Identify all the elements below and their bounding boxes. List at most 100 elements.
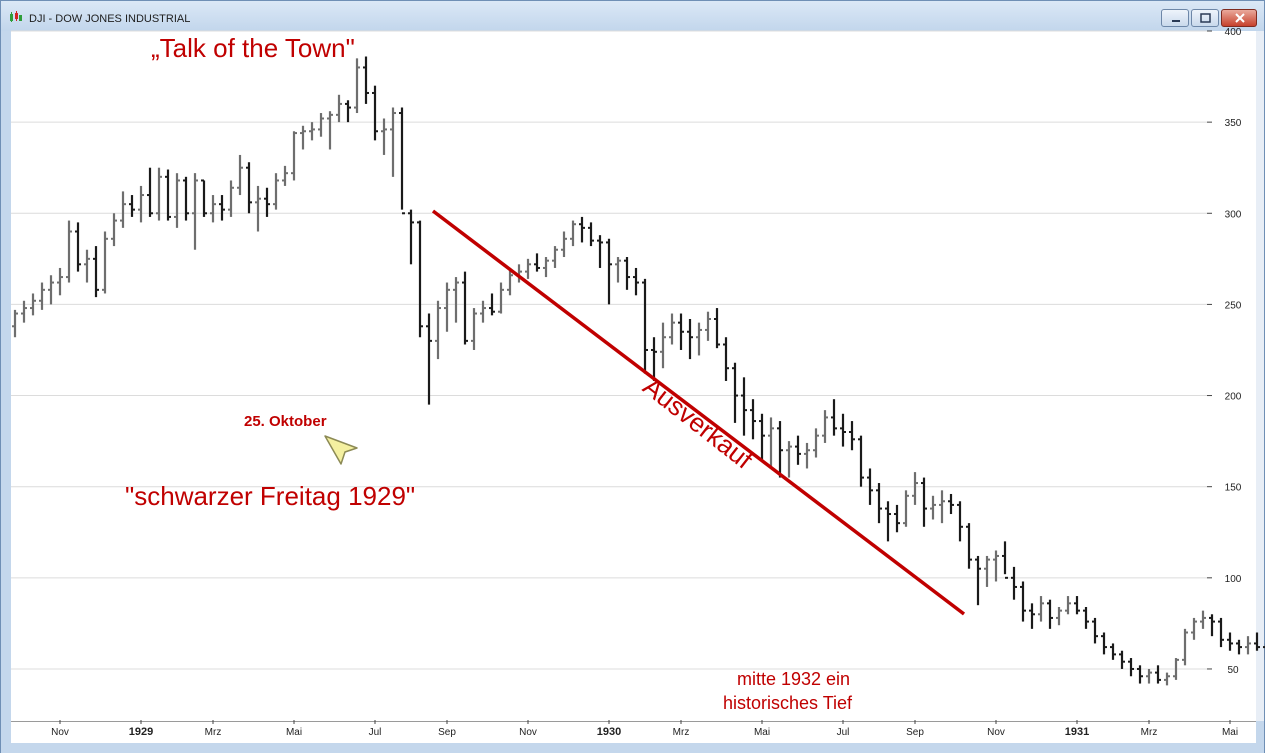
ohlc-bar [363,56,369,104]
close-button[interactable] [1221,9,1257,27]
ohlc-bar [183,176,189,221]
ohlc-bar [93,246,99,298]
ohlc-bar [1110,643,1116,660]
ohlc-bar [75,222,81,272]
ohlc-bar [84,249,90,283]
ohlc-bar [723,337,729,381]
ohlc-bar [129,195,135,217]
ohlc-bar [219,195,225,221]
ohlc-bar [867,468,873,505]
y-tick-label: 100 [1225,574,1242,585]
ohlc-bar [291,131,297,181]
ohlc-bar [372,85,378,141]
ohlc-bar [381,118,387,155]
ohlc-bar [30,293,36,316]
ohlc-bar [939,490,945,524]
ohlc-bar [741,377,747,436]
ohlc-bar [120,191,126,228]
ohlc-bar [390,107,396,177]
ohlc-bar [1128,658,1134,677]
ohlc-bar [570,220,576,247]
ohlc-bar [1155,665,1161,684]
window-bottom-border [1,743,1264,753]
ohlc-bar [1047,599,1053,629]
vertical-scrollbar[interactable] [1256,31,1264,721]
ohlc-bar [651,337,657,381]
ohlc-bar [804,442,810,469]
ohlc-bar [615,257,621,283]
ohlc-bar [1056,606,1062,626]
ohlc-bar [768,417,774,469]
ohlc-bar [192,173,198,250]
ohlc-bar [273,173,279,210]
ohlc-bar [264,187,270,217]
x-tick-label: Mrz [205,727,222,738]
title-bar[interactable]: DJI - DOW JONES INDUSTRIAL [1,1,1264,31]
ohlc-bar [498,282,504,314]
ohlc-bar [1254,632,1260,651]
ohlc-bar [48,275,54,305]
close-icon [1235,13,1245,23]
x-tick-label: Sep [438,727,456,738]
ohlc-bar [849,421,855,451]
ohlc-bar [840,413,846,447]
ohlc-bar [624,257,630,290]
ohlc-bar [894,504,900,533]
talk-of-town-annotation: „Talk of the Town" [151,33,355,63]
ohlc-bar [1209,614,1215,637]
x-tick-label: Jul [837,727,850,738]
x-tick-label: 1931 [1065,726,1089,738]
ohlc-bar [1227,632,1233,651]
ohlc-bar [831,399,837,436]
y-tick-label: 150 [1225,483,1242,494]
ohlc-bar [921,477,927,527]
ohlc-bar [507,267,513,296]
ohlc-bar [966,523,972,569]
ohlc-bar [417,220,423,338]
ohlc-bar [1065,596,1071,615]
ohlc-bar [876,483,882,524]
x-tick-label: Mrz [673,727,690,738]
plot-area[interactable] [11,31,1209,721]
ohlc-bar [822,410,828,443]
ohlc-bar [885,501,891,542]
ohlc-bar [912,472,918,505]
ohlc-bar [399,107,405,215]
ohlc-bar [1191,617,1197,640]
ohlc-bar [354,58,360,114]
tief-annotation-line2: historisches Tief [723,693,853,713]
minimize-button[interactable] [1161,9,1189,27]
x-tick-label: 1930 [597,726,621,738]
ohlc-bar [525,258,531,279]
cursor-arrow-icon [324,435,358,465]
ohlc-bar [633,267,639,296]
ohlc-bar [57,267,63,296]
ohlc-bar [561,231,567,258]
ohlc-bar [138,185,144,223]
ohlc-bar [444,282,450,332]
ohlc-bar [1236,639,1242,655]
ohlc-bar [1074,596,1080,615]
ohlc-bar [156,167,162,221]
ohlc-bar [948,493,954,515]
ohlc-bar [606,238,612,305]
ohlc-bar [579,216,585,243]
x-tick-label: Nov [51,727,69,738]
ohlc-bar [660,322,666,369]
ohlc-bar [21,300,27,323]
ohlc-bar [1182,628,1188,666]
maximize-icon [1200,13,1211,23]
ohlc-bar [489,293,495,316]
ohlc-bar [786,441,792,478]
ohlc-bar [777,421,783,478]
ohlc-bar [165,169,171,221]
ohlc-bar [669,313,675,345]
ohlc-bar [1002,541,1008,579]
ohlc-bar [1020,581,1026,622]
ohlc-bar [255,185,261,232]
ohlc-bar [327,111,333,150]
ohlc-bar [1083,606,1089,629]
y-tick-label: 50 [1227,665,1239,676]
maximize-button[interactable] [1191,9,1219,27]
